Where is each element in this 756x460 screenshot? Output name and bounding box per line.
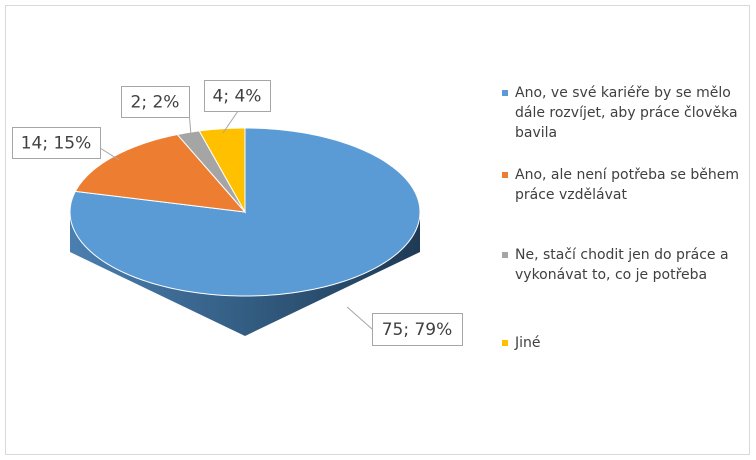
legend-label: Jiné bbox=[515, 335, 541, 351]
leader-line bbox=[99, 147, 120, 161]
legend-swatch bbox=[502, 172, 508, 178]
data-label: 14; 15% bbox=[21, 134, 92, 154]
slice bbox=[198, 127, 246, 214]
chart-border bbox=[5, 5, 750, 455]
legend-entry: Ano, ale není potřeba se během práce vzd… bbox=[502, 165, 745, 205]
legend-label: Ano, ale není potřeba se během práce vzd… bbox=[515, 167, 740, 203]
data-label-box bbox=[372, 313, 463, 346]
data-label-box bbox=[12, 127, 101, 159]
legend-entry: Jiné bbox=[502, 333, 745, 353]
leader-line bbox=[346, 306, 373, 330]
legend-swatch bbox=[502, 90, 508, 96]
data-label: 4; 4% bbox=[213, 87, 262, 107]
slice bbox=[176, 130, 246, 213]
legend-entry: Ne, stačí chodit jen do práce a vykonáva… bbox=[502, 245, 745, 285]
data-label-box bbox=[121, 86, 190, 118]
legend-swatch bbox=[502, 252, 508, 258]
data-label: 75; 79% bbox=[382, 320, 453, 340]
legend-entry: Ano, ve své kariéře by se mělo dále rozv… bbox=[502, 83, 745, 143]
legend-swatch bbox=[502, 340, 508, 346]
slice bbox=[74, 133, 247, 213]
legend-label: Ano, ve své kariéře by se mělo dále rozv… bbox=[515, 85, 738, 141]
slice-side bbox=[70, 212, 420, 336]
legend-label: Ne, stačí chodit jen do práce a vykonáva… bbox=[515, 247, 729, 283]
data-label: 2; 2% bbox=[131, 93, 180, 113]
leader-line bbox=[222, 110, 239, 134]
data-label-box bbox=[204, 80, 271, 112]
